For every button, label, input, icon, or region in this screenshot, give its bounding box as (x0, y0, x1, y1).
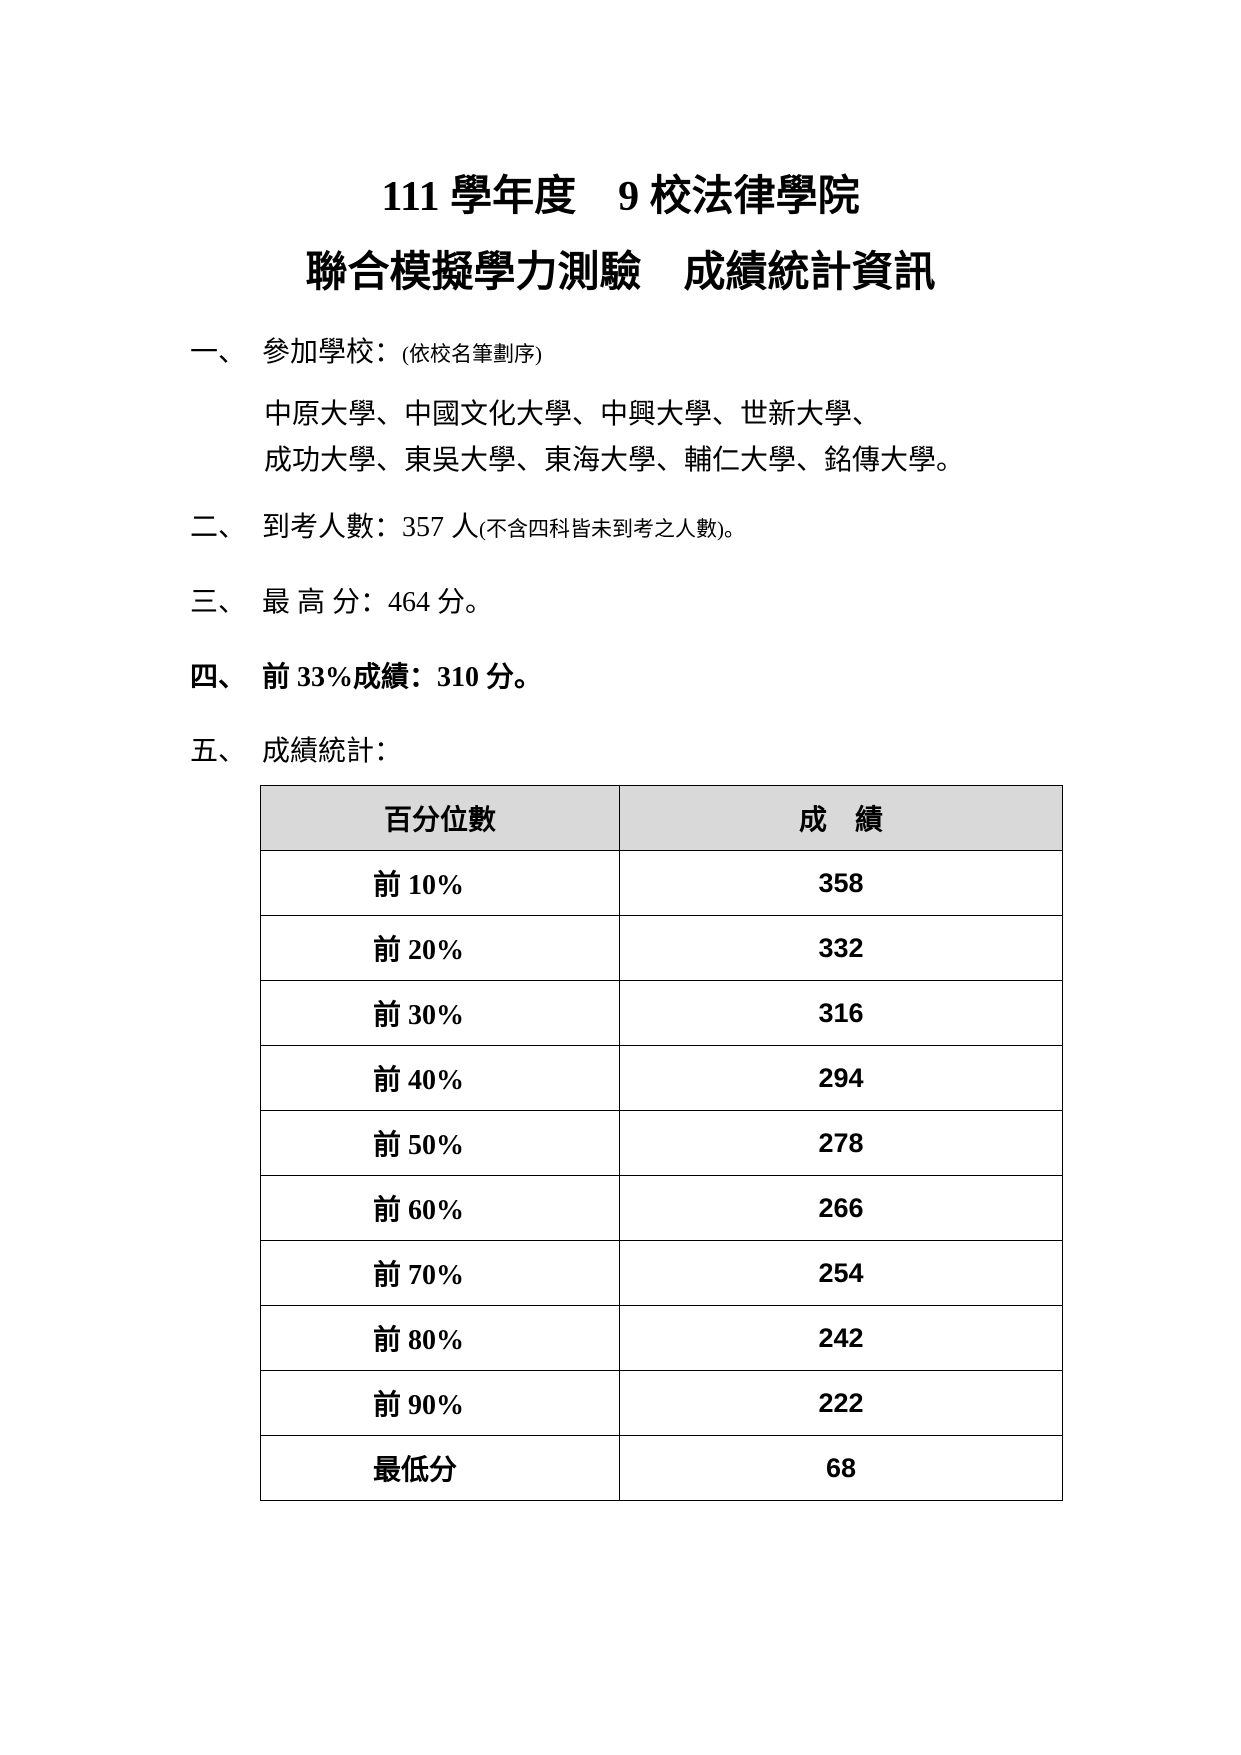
table-row: 前 60% 266 (260, 1175, 1063, 1241)
score-cell: 266 (619, 1175, 1063, 1241)
table-row: 前 40% 294 (260, 1045, 1063, 1111)
score-statistics-table: 百分位數 成 績 前 10% 358 前 20% 332 前 30% 316 前 40% 29… (260, 785, 1063, 1501)
score-cell: 222 (619, 1370, 1063, 1436)
percentile-cell: 前 80% (260, 1305, 620, 1371)
document-title-line2: 聯合模擬學力測驗 成績統計資訊 (305, 250, 936, 296)
score-cell: 68 (619, 1435, 1063, 1501)
header-percentile: 百分位數 (260, 785, 620, 851)
score-cell: 278 (619, 1110, 1063, 1176)
table-row: 前 20% 332 (260, 915, 1063, 981)
score-cell: 242 (619, 1305, 1063, 1371)
score-cell: 316 (619, 980, 1063, 1046)
section-label: 最 高 分：464 分。 (262, 587, 494, 618)
section-note: (依校名筆劃序) (402, 342, 543, 366)
section-number: 二、 (190, 512, 247, 543)
table-row: 最低分 68 (260, 1435, 1063, 1501)
percentile-cell: 前 30% (260, 980, 620, 1046)
section-number: 五、 (190, 736, 247, 767)
table-row: 前 50% 278 (260, 1110, 1063, 1176)
table-row: 前 80% 242 (260, 1305, 1063, 1371)
section-number: 一、 (190, 337, 247, 368)
percentile-cell: 前 10% (260, 850, 620, 916)
score-cell: 332 (619, 915, 1063, 981)
table-header-row: 百分位數 成 績 (260, 785, 1063, 851)
percentile-cell: 前 40% (260, 1045, 620, 1111)
score-cell: 358 (619, 850, 1063, 916)
percentile-cell: 前 70% (260, 1240, 620, 1306)
section-label: 前 33%成績：310 分。 (262, 662, 543, 693)
section-number: 四、 (190, 662, 247, 693)
percentile-cell: 前 50% (260, 1110, 620, 1176)
schools-line1: 中原大學、中國文化大學、中興大學、世新大學、 (264, 399, 881, 430)
table-row: 前 90% 222 (260, 1370, 1063, 1436)
section-attendance: 二、 到考人數：357 人(不含四科皆未到考之人數)。 (190, 505, 745, 545)
section-label: 到考人數：357 人 (262, 512, 480, 543)
table-row: 前 70% 254 (260, 1240, 1063, 1306)
section-number: 三、 (190, 587, 247, 618)
section-label: 參加學校： (262, 337, 403, 368)
percentile-cell: 前 20% (260, 915, 620, 981)
document-title-line1: 111 學年度 9 校法律學院 (381, 174, 860, 220)
score-cell: 254 (619, 1240, 1063, 1306)
percentile-cell: 最低分 (260, 1435, 620, 1501)
schools-line2: 成功大學、東吳大學、東海大學、輔仁大學、銘傳大學。 (264, 445, 965, 476)
table-row: 前 10% 358 (260, 850, 1063, 916)
score-cell: 294 (619, 1045, 1063, 1111)
percentile-cell: 前 60% (260, 1175, 620, 1241)
header-score: 成 績 (619, 785, 1063, 851)
section-score-statistics: 五、 成績統計： (190, 729, 402, 769)
section-participating-schools: 一、 參加學校：(依校名筆劃序) (190, 330, 542, 370)
section-top33-score: 四、前 33%成績：310 分。 (190, 655, 542, 695)
section-label: 成績統計： (262, 736, 403, 767)
percentile-cell: 前 90% (260, 1370, 620, 1436)
section-note: (不含四科皆未到考之人數)。 (479, 517, 746, 541)
section-highest-score: 三、最 高 分：464 分。 (190, 580, 493, 620)
table-row: 前 30% 316 (260, 980, 1063, 1046)
